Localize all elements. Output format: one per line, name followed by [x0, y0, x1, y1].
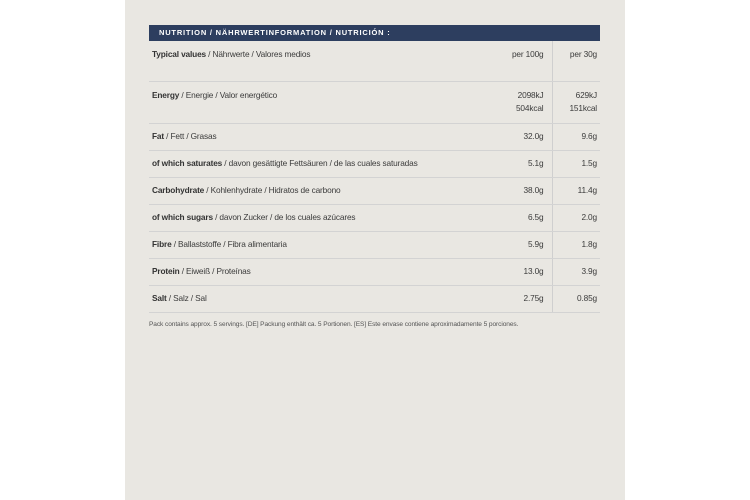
label-en: Typical values — [152, 49, 207, 59]
label-en: Fibre — [152, 238, 172, 249]
nutrient-label: Salt / Salz / Sal — [149, 285, 482, 313]
value-per-100g: 5.9g — [482, 231, 552, 259]
value-per-30g: 1.5g — [551, 150, 600, 178]
nutrient-label: of which sugars / davon Zucker / de los … — [149, 204, 482, 232]
table-row: of which saturates / davon gesättigte Fe… — [149, 150, 600, 178]
table-row: Salt / Salz / Sal 2.75g 0.85g — [149, 285, 600, 313]
energy-per-100g: 2098kJ 504kcal — [482, 81, 552, 124]
value-per-100g: 38.0g — [482, 177, 552, 205]
energy-kcal-100g: 504kcal — [515, 102, 544, 113]
label-translations: / davon Zucker / de los cuales azúcares — [212, 211, 356, 222]
value-per-100g: 13.0g — [482, 258, 552, 286]
label-en: Salt — [152, 292, 167, 303]
label-en: Fat — [152, 130, 164, 141]
value-per-30g: 1.8g — [551, 231, 600, 259]
value-per-30g: 2.0g — [551, 204, 600, 232]
energy-per-30g: 629kJ 151kcal — [551, 81, 600, 124]
label-translations: / Fett / Grasas — [164, 130, 217, 141]
label-en: Carbohydrate — [152, 184, 205, 195]
label-translations: / Nährwerte / Valores medios — [206, 49, 311, 59]
nutrient-label: Fibre / Ballaststoffe / Fibra alimentari… — [149, 231, 482, 259]
value-per-30g: 11.4g — [551, 177, 600, 205]
col-per-30g-header: per 30g — [551, 41, 600, 82]
nutrient-label: Carbohydrate / Kohlenhydrate / Hidratos … — [149, 177, 482, 205]
value-per-100g: 6.5g — [482, 204, 552, 232]
nutrient-label: of which saturates / davon gesättigte Fe… — [149, 150, 482, 178]
label-translations: / davon gesättigte Fettsäuren / de las c… — [222, 157, 418, 168]
nutrient-label: Protein / Eiweiß / Proteínas — [149, 258, 482, 286]
table-row: of which sugars / davon Zucker / de los … — [149, 204, 600, 232]
col-per-100g-header: per 100g — [482, 41, 552, 82]
table-row-energy: Energy / Energie / Valor energético 2098… — [149, 81, 600, 124]
table-header-row: Typical values / Nährwerte / Valores med… — [149, 41, 600, 82]
label-en: Protein — [152, 265, 180, 276]
value-per-100g: 32.0g — [482, 123, 552, 151]
value-per-30g: 9.6g — [551, 123, 600, 151]
typical-values-label: Typical values / Nährwerte / Valores med… — [149, 41, 482, 82]
label-en: of which sugars — [152, 211, 213, 222]
value-per-100g: 5.1g — [482, 150, 552, 178]
table-row: Protein / Eiweiß / Proteínas 13.0g 3.9g — [149, 258, 600, 286]
label-translations: / Eiweiß / Proteínas — [179, 265, 251, 276]
value-per-100g: 2.75g — [482, 285, 552, 313]
nutrition-panel: NUTRITION / NÄHRWERTINFORMATION / NUTRIC… — [125, 0, 625, 500]
label-translations: / Energie / Valor energético — [179, 89, 278, 100]
table-row: Fat / Fett / Grasas 32.0g 9.6g — [149, 123, 600, 151]
energy-label: Energy / Energie / Valor energético — [149, 81, 482, 124]
value-per-30g: 0.85g — [551, 285, 600, 313]
value-per-30g: 3.9g — [551, 258, 600, 286]
label-en: of which saturates — [152, 157, 223, 168]
nutrient-label: Fat / Fett / Grasas — [149, 123, 482, 151]
table-row: Fibre / Ballaststoffe / Fibra alimentari… — [149, 231, 600, 259]
table-row: Carbohydrate / Kohlenhydrate / Hidratos … — [149, 177, 600, 205]
energy-kj-30g: 629kJ — [575, 89, 598, 100]
label-translations: / Salz / Sal — [166, 292, 207, 303]
label-en: Energy — [152, 89, 180, 100]
nutrition-table: Typical values / Nährwerte / Valores med… — [149, 41, 600, 313]
label-translations: / Ballaststoffe / Fibra alimentaria — [171, 238, 287, 249]
servings-footnote: Pack contains approx. 5 servings. [DE] P… — [149, 321, 519, 328]
energy-kj-100g: 2098kJ — [517, 89, 544, 100]
energy-kcal-30g: 151kcal — [569, 102, 597, 113]
nutrition-header: NUTRITION / NÄHRWERTINFORMATION / NUTRIC… — [149, 25, 600, 41]
label-translations: / Kohlenhydrate / Hidratos de carbono — [204, 184, 341, 195]
